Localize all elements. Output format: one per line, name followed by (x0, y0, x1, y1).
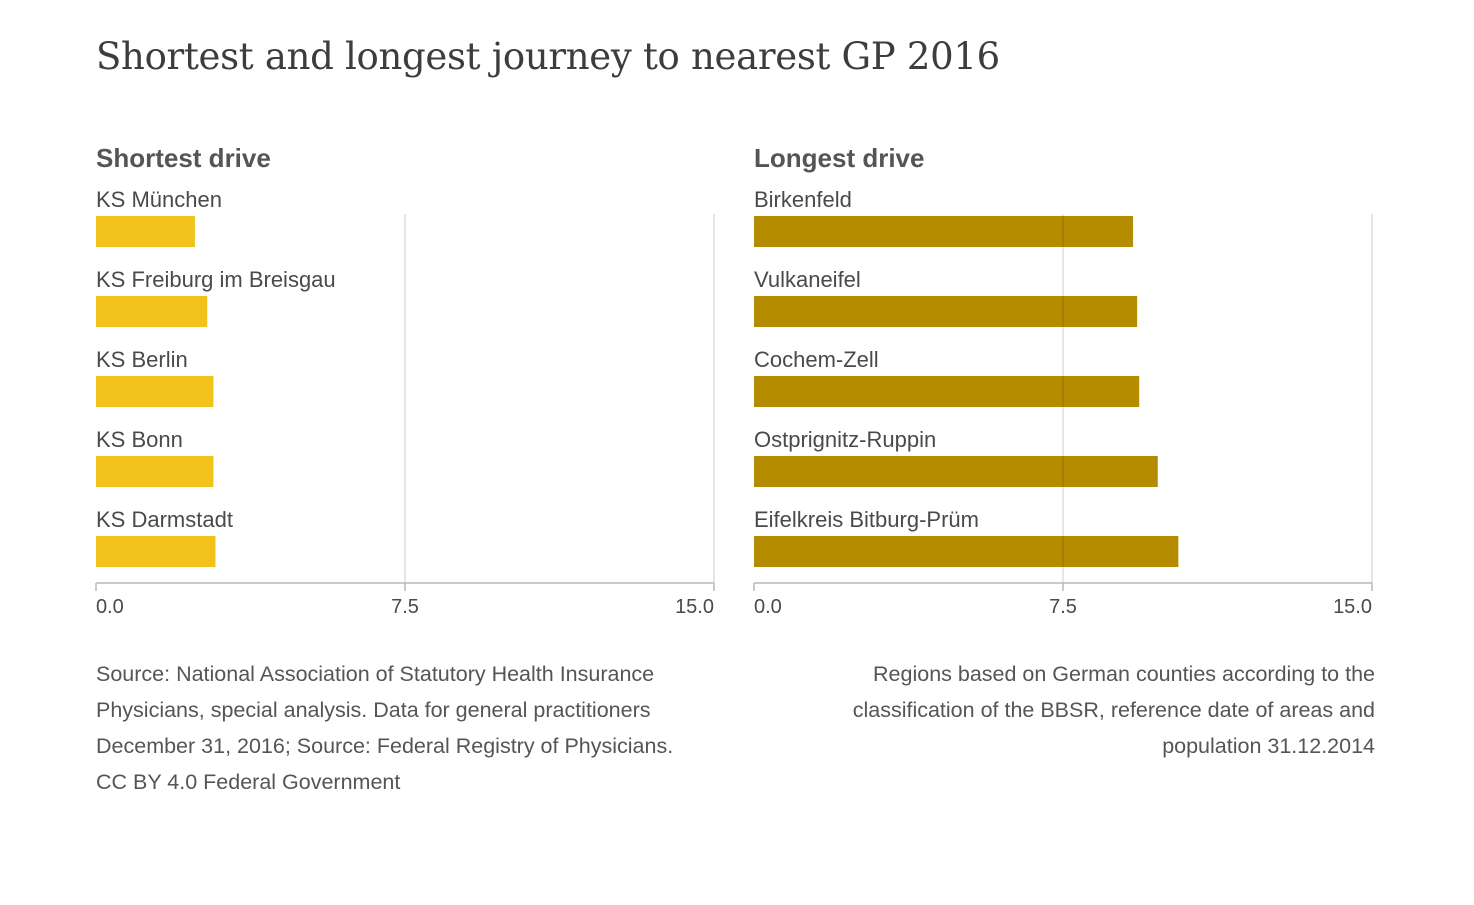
shortest-tick-label: 15.0 (675, 596, 714, 618)
longest-tick-label: 0.0 (754, 596, 782, 618)
regions-note: Regions based on German counties accordi… (852, 662, 1375, 758)
shortest-category-label: KS Berlin (96, 347, 188, 372)
shortest-drive-title: Shortest drive (96, 143, 271, 173)
shortest-drive-panel: Shortest drive KS München KS Freiburg im … (95, 138, 736, 618)
shortest-drive-chart: KS München KS Freiburg im Breisgau KS Berl… (95, 187, 715, 618)
shortest-bar (96, 376, 214, 407)
longest-category-label: Eifelkreis Bitburg-Prüm (754, 507, 979, 532)
shortest-bar (96, 456, 214, 487)
longest-category-label: Cochem-Zell (754, 347, 879, 372)
longest-category-label: Vulkaneifel (754, 267, 861, 292)
longest-drive-chart: Birkenfeld Vulkaneifel Cochem-Zell Ostprign… (753, 187, 1373, 618)
longest-bar (754, 216, 1134, 247)
longest-tick-label: 7.5 (1049, 596, 1077, 618)
longest-category-label: Birkenfeld (754, 187, 852, 212)
page-title: Shortest and longest journey to nearest … (96, 35, 1000, 78)
longest-bar (754, 456, 1158, 487)
longest-category-label: Ostprignitz-Ruppin (754, 427, 936, 452)
longest-tick-label: 15.0 (1333, 596, 1372, 618)
source-note: Source: National Association of Statutor… (96, 662, 674, 794)
longest-bar (754, 536, 1179, 567)
shortest-tick-label: 0.0 (96, 596, 124, 618)
shortest-bar (96, 296, 208, 327)
shortest-tick-label: 7.5 (391, 596, 419, 618)
shortest-category-label: KS Freiburg im Breisgau (96, 267, 336, 292)
longest-bar (754, 376, 1140, 407)
longest-bar (754, 296, 1138, 327)
longest-drive-title: Longest drive (754, 143, 925, 173)
shortest-category-label: KS München (96, 187, 222, 212)
longest-drive-panel: Longest drive Birkenfeld Vulkaneifel Coche… (753, 138, 1394, 618)
shortest-category-label: KS Darmstadt (96, 507, 233, 532)
shortest-bar (96, 536, 216, 567)
shortest-bar (96, 216, 195, 247)
shortest-category-label: KS Bonn (96, 427, 183, 452)
